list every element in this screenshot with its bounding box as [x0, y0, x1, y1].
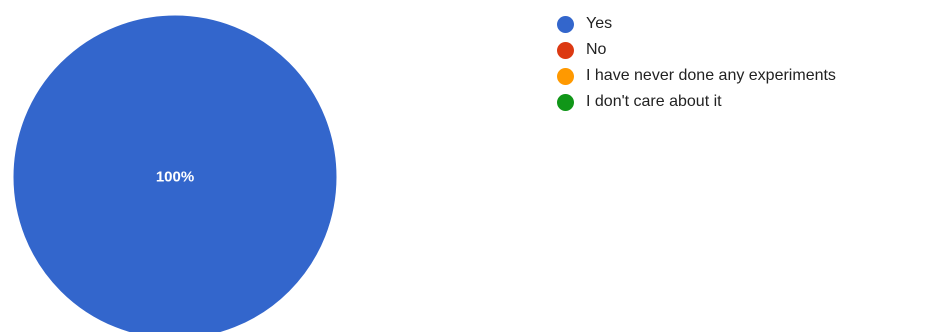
legend-label: I have never done any experiments — [586, 67, 836, 84]
legend-item: No — [557, 37, 929, 63]
legend-item: Yes — [557, 11, 929, 37]
pie-slice-data-label: 100% — [156, 169, 194, 186]
legend-item: I don't care about it — [557, 89, 929, 115]
legend-swatch-icon — [557, 41, 574, 59]
legend-swatch-icon — [557, 93, 574, 111]
legend-label: No — [586, 41, 607, 58]
legend-item: I have never done any experiments — [557, 63, 929, 89]
pie-slice-yes — [12, 14, 338, 332]
legend-swatch-icon — [557, 15, 574, 33]
legend-label: I don't care about it — [586, 93, 722, 110]
legend-swatch-icon — [557, 67, 574, 85]
legend-label: Yes — [586, 15, 613, 32]
chart-legend: Yes No I have never done any experiments I … — [557, 11, 929, 115]
